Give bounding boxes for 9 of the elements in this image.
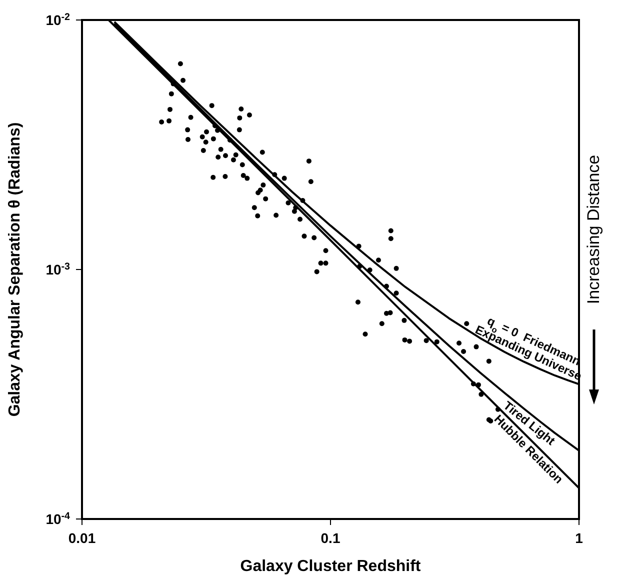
- y-axis-title: Galaxy Angular Separation θ (Radians): [6, 122, 24, 417]
- y-tick-label: 10$^{-2}$: [46, 12, 71, 28]
- x-tick-label: 1: [575, 530, 584, 546]
- x-axis-title: Galaxy Cluster Redshift: [240, 558, 422, 575]
- x-tick-label: 0.01: [68, 530, 96, 546]
- y-tick-label: 10$^{-3}$: [46, 261, 71, 278]
- x-tick-label: 0.1: [320, 530, 340, 546]
- text: Increasing Distance: [584, 154, 603, 304]
- y-tick-label: 10$^{-4}$: [46, 510, 71, 527]
